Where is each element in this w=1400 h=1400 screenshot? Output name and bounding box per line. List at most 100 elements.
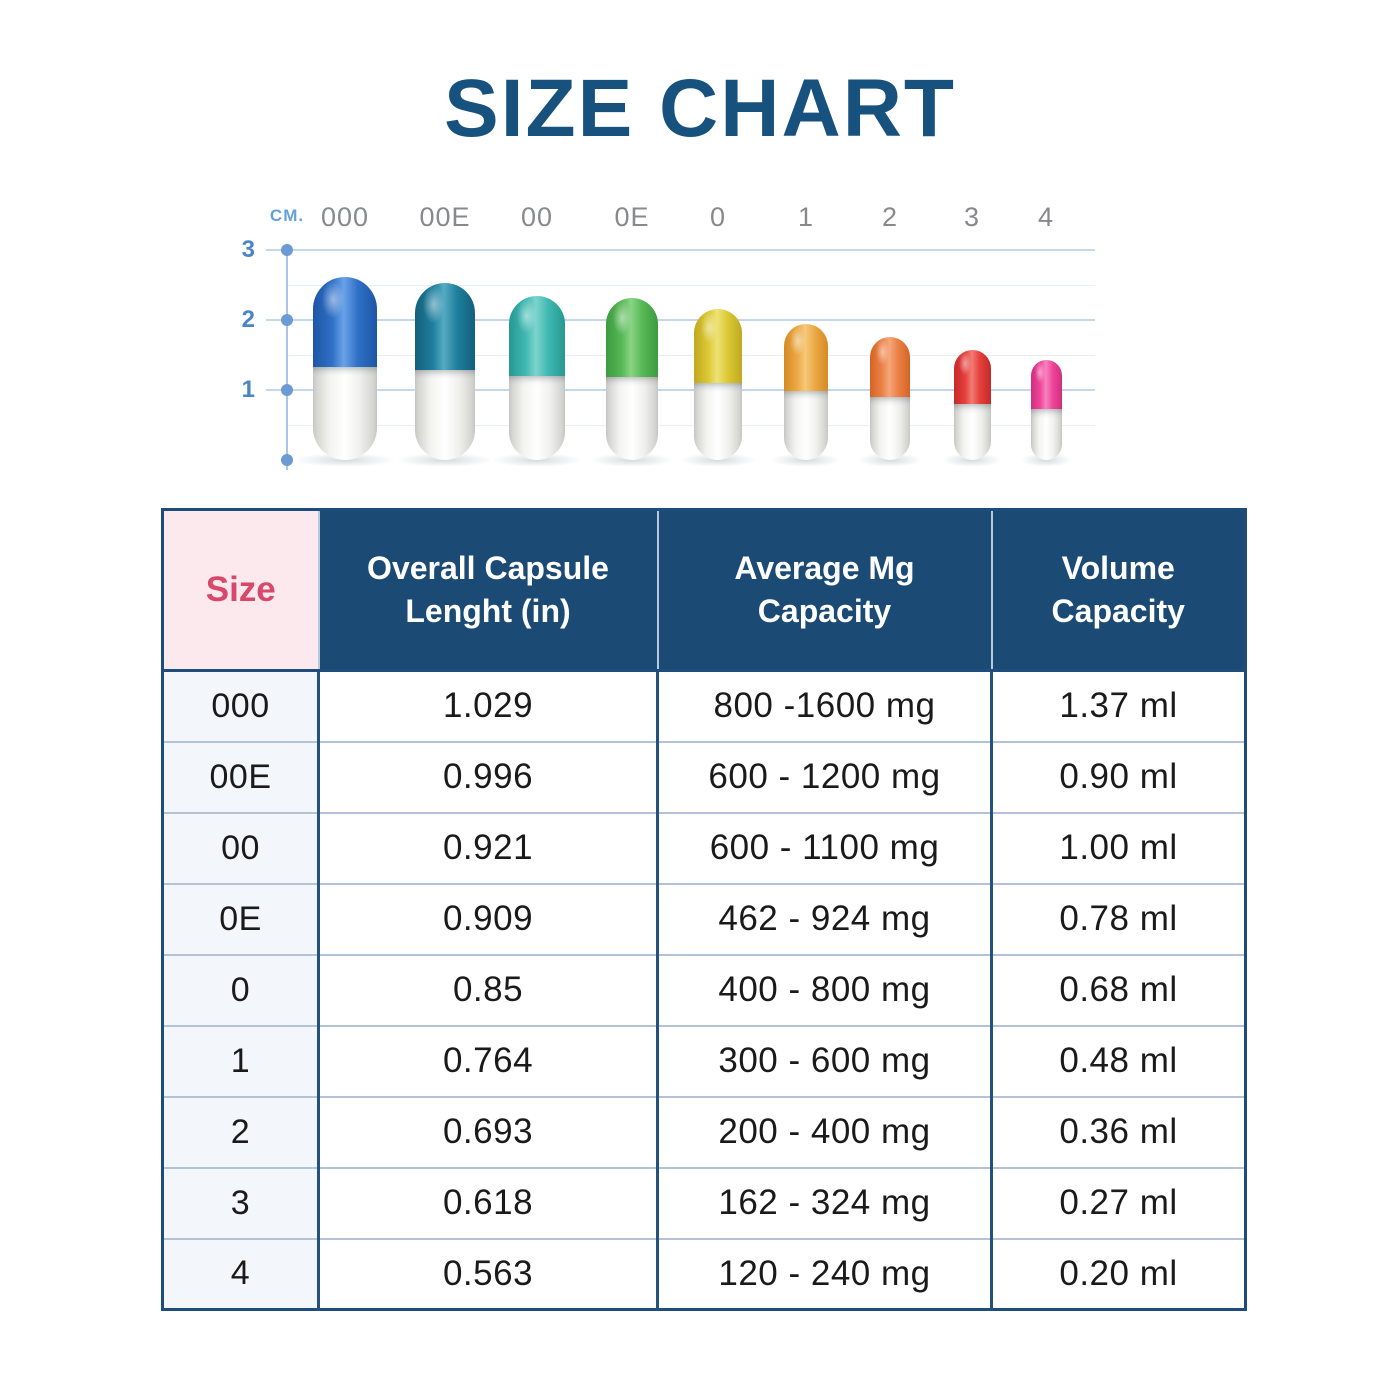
y-tick-label: 1	[241, 376, 255, 403]
capsule-ground-shadow	[679, 453, 757, 467]
mg-capacity-cell: 200 - 400 mg	[656, 1095, 992, 1168]
gridline-major	[266, 249, 1095, 251]
size-cell: 0E	[162, 882, 319, 955]
length-cell: 0.85	[317, 953, 658, 1026]
capsule-cap	[870, 337, 910, 398]
size-cell: 000	[162, 669, 319, 742]
header-size: Size	[162, 509, 319, 672]
header-volume-capacity: Volume Capacity	[990, 509, 1246, 672]
axis-tick-dot	[281, 244, 293, 256]
capsule-gloss-highlight	[790, 326, 806, 355]
y-tick-label: 3	[241, 236, 255, 263]
table-row-size-1: 1 0.764 300 - 600 mg 0.48 ml	[162, 1024, 1246, 1097]
capsule-gloss-highlight	[700, 311, 718, 344]
length-cell: 0.693	[317, 1095, 658, 1168]
header-mg-capacity: Average Mg Capacity	[656, 509, 992, 672]
size-cell: 3	[162, 1166, 319, 1239]
mg-capacity-cell: 600 - 1100 mg	[656, 811, 992, 884]
capsule-cap	[1030, 360, 1062, 409]
capsule-label-00: 00	[520, 202, 554, 232]
capsule-3	[942, 350, 1002, 467]
gridline-minor	[287, 425, 1095, 426]
capsule-gloss-highlight	[1034, 361, 1046, 383]
capsule-cap	[694, 309, 742, 383]
header-capsule-length: Overall Capsule Lenght (in)	[317, 509, 658, 672]
capsule-label-0: 0	[709, 202, 727, 232]
volume-cell: 1.00 ml	[990, 811, 1246, 884]
length-cell: 0.996	[317, 740, 658, 813]
capsule-0E	[590, 298, 674, 467]
volume-cell: 0.90 ml	[990, 740, 1246, 813]
capsule-size-diagram: CM. 3 2 1 000 00E 00 0E 0 1 2 3 4	[0, 190, 1400, 510]
capsule-ground-shadow	[770, 453, 842, 467]
gridline-minor	[287, 355, 1095, 356]
length-cell: 1.029	[317, 669, 658, 742]
size-cell: 2	[162, 1095, 319, 1168]
y-axis-line	[286, 244, 288, 470]
axis-unit-label: CM.	[269, 206, 305, 225]
volume-cell: 1.37 ml	[990, 669, 1246, 742]
capsule-4	[1021, 360, 1071, 467]
capsule-label-00E: 00E	[419, 202, 471, 232]
size-cell: 00	[162, 811, 319, 884]
capsule-label-3: 3	[963, 202, 981, 232]
capsule-body	[784, 390, 828, 460]
capsule-00	[492, 296, 582, 467]
capsule-gloss-highlight	[958, 352, 972, 375]
capsule-label-2: 2	[881, 202, 899, 232]
page-title: SIZE CHART	[444, 63, 956, 154]
size-cell: 00E	[162, 740, 319, 813]
gridline-major	[266, 389, 1095, 391]
capsule-body	[606, 377, 658, 460]
volume-cell: 0.27 ml	[990, 1166, 1246, 1239]
capsule-cap	[313, 277, 377, 367]
table-row-size-000: 000 1.029 800 -1600 mg 1.37 ml	[162, 669, 1246, 742]
capsule-gloss-highlight	[423, 286, 444, 323]
capsule-cap	[606, 298, 658, 378]
mg-capacity-cell: 800 -1600 mg	[656, 669, 992, 742]
volume-cell: 0.78 ml	[990, 882, 1246, 955]
capsule-label-1: 1	[797, 202, 815, 232]
capsule-ground-shadow	[858, 453, 922, 467]
capsule-0	[679, 309, 757, 467]
capsule-ground-shadow	[397, 453, 493, 467]
capsule-body	[415, 369, 475, 460]
capsule-ground-shadow	[942, 453, 1002, 467]
size-table-header: Size Overall Capsule Lenght (in) Average…	[162, 509, 1246, 672]
capsule-body	[694, 383, 742, 460]
capsule-label-0E: 0E	[614, 202, 650, 232]
length-cell: 0.921	[317, 811, 658, 884]
length-cell: 0.909	[317, 882, 658, 955]
axis-tick-dot	[281, 384, 293, 396]
y-tick-label: 2	[241, 306, 255, 333]
size-cell: 0	[162, 953, 319, 1026]
capsule-ground-shadow	[1021, 453, 1071, 467]
capsule-body	[313, 366, 377, 460]
size-cell: 1	[162, 1024, 319, 1097]
capsule-ground-shadow	[293, 453, 397, 467]
table-row-size-00: 00 0.921 600 - 1100 mg 1.00 ml	[162, 811, 1246, 884]
capsule-000	[293, 277, 397, 467]
table-row-size-2: 2 0.693 200 - 400 mg 0.36 ml	[162, 1095, 1246, 1168]
length-cell: 0.618	[317, 1166, 658, 1239]
volume-cell: 0.20 ml	[990, 1237, 1246, 1310]
axis-origin-dot	[281, 454, 293, 466]
size-table-body: 000 1.029 800 -1600 mg 1.37 ml 00E 0.996 600 -…	[162, 669, 1246, 1310]
capsule-gloss-highlight	[321, 280, 344, 319]
length-cell: 0.563	[317, 1237, 658, 1310]
volume-cell: 0.48 ml	[990, 1024, 1246, 1097]
volume-cell: 0.36 ml	[990, 1095, 1246, 1168]
table-row-size-0E: 0E 0.909 462 - 924 mg 0.78 ml	[162, 882, 1246, 955]
capsule-cap	[784, 324, 828, 391]
capsule-1	[770, 324, 842, 467]
capsule-cap	[509, 296, 565, 377]
axis-tick-dot	[281, 314, 293, 326]
capsule-00E	[397, 283, 493, 467]
capsule-gloss-highlight	[875, 339, 890, 365]
capsule-body	[953, 403, 991, 460]
capsule-body	[1030, 409, 1062, 460]
length-cell: 0.764	[317, 1024, 658, 1097]
table-row-size-3: 3 0.618 162 - 324 mg 0.27 ml	[162, 1166, 1246, 1239]
mg-capacity-cell: 462 - 924 mg	[656, 882, 992, 955]
